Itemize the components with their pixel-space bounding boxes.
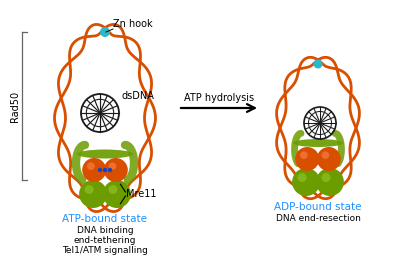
Circle shape	[79, 180, 107, 208]
Circle shape	[87, 162, 95, 170]
Circle shape	[85, 185, 94, 194]
Text: Tel1/ATM signalling: Tel1/ATM signalling	[62, 246, 148, 255]
Circle shape	[82, 158, 106, 182]
Ellipse shape	[293, 139, 343, 147]
Text: DNA end-resection: DNA end-resection	[276, 214, 360, 223]
Text: Zn hook: Zn hook	[113, 19, 153, 29]
Circle shape	[100, 27, 110, 37]
Text: Rad50: Rad50	[10, 91, 20, 122]
Circle shape	[322, 151, 329, 159]
Circle shape	[298, 173, 307, 182]
Circle shape	[317, 147, 341, 171]
Text: dsDNA: dsDNA	[122, 91, 155, 101]
Circle shape	[316, 168, 344, 196]
Circle shape	[108, 168, 112, 172]
Circle shape	[103, 180, 131, 208]
Text: ATP hydrolysis: ATP hydrolysis	[184, 93, 254, 103]
Circle shape	[322, 173, 330, 182]
Circle shape	[314, 60, 322, 68]
Text: DNA binding: DNA binding	[77, 226, 133, 235]
Ellipse shape	[77, 150, 133, 158]
Circle shape	[108, 185, 118, 194]
Text: ATP-bound state: ATP-bound state	[62, 214, 148, 224]
Text: end-tethering: end-tethering	[74, 236, 136, 245]
Text: ADP-bound state: ADP-bound state	[274, 202, 362, 212]
Circle shape	[104, 158, 128, 182]
Text: Mre11: Mre11	[126, 189, 157, 199]
Circle shape	[295, 147, 319, 171]
Circle shape	[292, 168, 320, 196]
Circle shape	[103, 168, 107, 172]
Circle shape	[98, 168, 102, 172]
Circle shape	[109, 162, 116, 170]
Circle shape	[300, 151, 308, 159]
